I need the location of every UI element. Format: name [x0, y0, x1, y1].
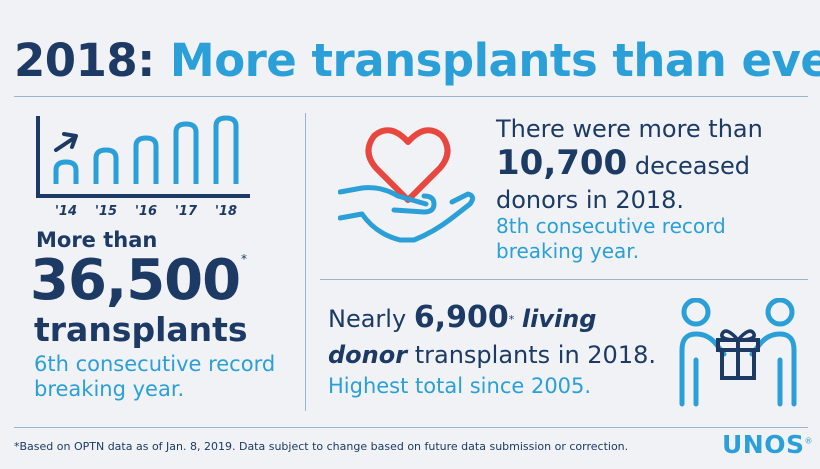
center-divider: [305, 113, 306, 411]
top-divider: [14, 96, 808, 97]
donor-line1: There were more than: [496, 115, 763, 143]
bottom-divider: [14, 427, 808, 428]
donors-subtitle: 8th consecutive record breaking year.: [496, 214, 726, 263]
chart-label: '15: [95, 204, 117, 219]
living-subtitle: Highest total since 2005.: [328, 374, 592, 398]
people-gift-icon: [679, 298, 797, 407]
heart-icon: [365, 127, 451, 203]
transplants-subtitle: 6th consecutive record breaking year.: [34, 352, 276, 401]
living-donors-text: Nearly 6,900* living donor transplants i…: [328, 300, 656, 373]
donor-count: 10,700: [496, 143, 628, 183]
chart-bar: [133, 135, 159, 184]
person-icon: [681, 298, 711, 327]
chart-label: '14: [55, 204, 77, 219]
title-text: More transplants than ever: [169, 34, 820, 87]
transplant-asterisk: *: [241, 252, 247, 266]
chart-label: '16: [135, 204, 157, 219]
page-title: 2018: More transplants than ever: [14, 34, 820, 87]
transplants-label: transplants: [34, 310, 248, 349]
growth-chart-icon: '14 '15 '16 '17 '18: [36, 115, 250, 219]
chart-bar: [213, 115, 239, 184]
chart-bar: [173, 121, 199, 184]
heart-in-hand-icon: [338, 127, 476, 243]
deceased-donors-text: There were more than 10,700 deceased don…: [496, 112, 763, 217]
hand-icon: [338, 191, 476, 243]
living-asterisk: *: [508, 313, 515, 326]
chart-label: '17: [175, 204, 198, 219]
more-than-label: More than: [36, 228, 158, 252]
footnote: *Based on OPTN data as of Jan. 8, 2019. …: [14, 440, 629, 453]
living-prefix: Nearly: [328, 305, 407, 333]
person-icon: [765, 298, 795, 327]
title-year: 2018:: [14, 34, 155, 87]
unos-logo: UNOS®: [722, 430, 813, 459]
donor-line3: donors in 2018.: [496, 186, 685, 214]
chart-bar: [93, 147, 119, 184]
living-emph: living: [521, 305, 597, 333]
right-divider: [320, 279, 808, 280]
donor-line2: deceased: [634, 152, 751, 180]
chart-label: '18: [215, 204, 237, 219]
living-count: 6,900: [413, 300, 509, 335]
living-suffix: transplants in 2018.: [414, 341, 656, 369]
chart-bar: [53, 159, 79, 184]
transplant-count: 36,500: [30, 248, 241, 313]
trend-arrow-icon: [54, 136, 76, 152]
chart-axes: [36, 116, 250, 198]
donor-emph: donor: [328, 341, 408, 369]
